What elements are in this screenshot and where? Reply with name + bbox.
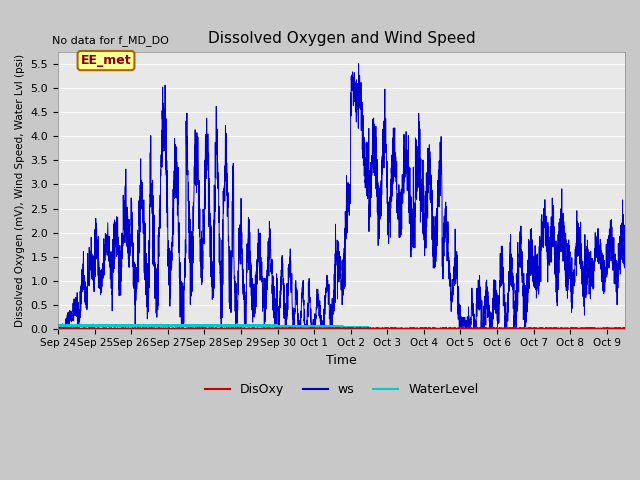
DisOxy	[324, 326, 332, 332]
DisOxy	[467, 326, 474, 332]
DisOxy	[292, 326, 300, 332]
Line: DisOxy: DisOxy	[58, 327, 625, 329]
ws	[576, 245, 584, 251]
ws	[55, 326, 63, 332]
Y-axis label: Dissolved Oxygen (mV), Wind Speed, Water Lvl (psi): Dissolved Oxygen (mV), Wind Speed, Water…	[15, 54, 25, 327]
ws	[297, 308, 305, 314]
WaterLevel	[324, 324, 332, 329]
ws	[324, 288, 332, 293]
DisOxy	[621, 325, 629, 331]
WaterLevel	[90, 321, 97, 327]
DisOxy	[54, 326, 62, 332]
ws	[54, 324, 62, 330]
Text: No data for f_MD_DO: No data for f_MD_DO	[52, 35, 169, 46]
Line: WaterLevel: WaterLevel	[58, 324, 625, 329]
WaterLevel	[54, 323, 62, 328]
WaterLevel	[292, 324, 300, 330]
DisOxy	[297, 325, 305, 331]
Text: EE_met: EE_met	[81, 54, 131, 67]
ws	[604, 265, 612, 271]
DisOxy	[576, 326, 584, 332]
Line: ws: ws	[58, 64, 625, 329]
DisOxy	[55, 326, 63, 332]
WaterLevel	[576, 326, 584, 332]
DisOxy	[604, 326, 612, 332]
ws	[292, 289, 300, 295]
WaterLevel	[604, 326, 612, 332]
X-axis label: Time: Time	[326, 354, 357, 367]
ws	[467, 324, 474, 329]
Title: Dissolved Oxygen and Wind Speed: Dissolved Oxygen and Wind Speed	[208, 31, 476, 46]
Legend: DisOxy, ws, WaterLevel: DisOxy, ws, WaterLevel	[200, 378, 483, 401]
WaterLevel	[466, 326, 474, 332]
ws	[355, 61, 362, 67]
WaterLevel	[621, 326, 629, 332]
DisOxy	[464, 324, 472, 330]
WaterLevel	[505, 326, 513, 332]
ws	[621, 239, 629, 244]
WaterLevel	[297, 324, 305, 329]
